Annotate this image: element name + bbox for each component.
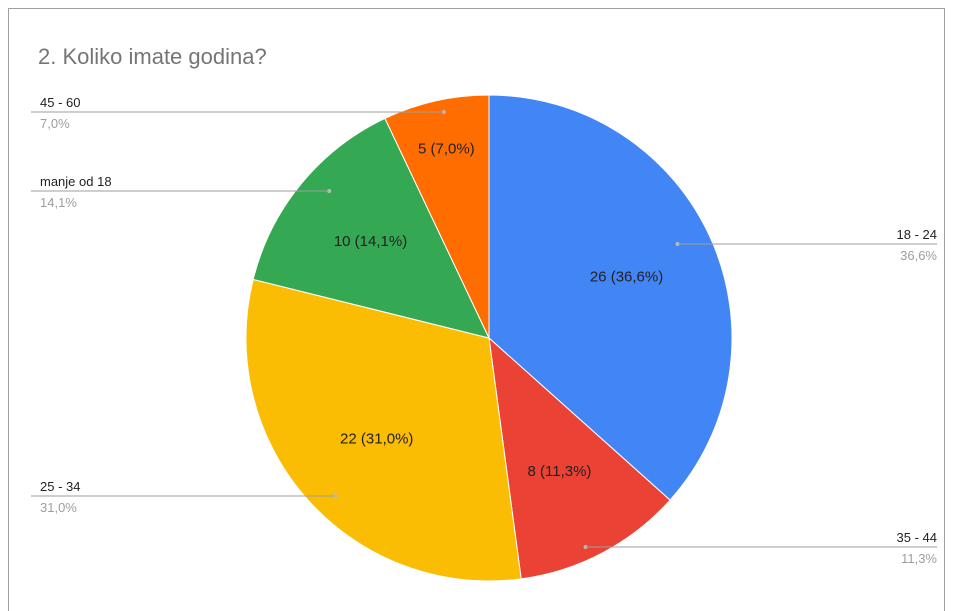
callout-name-35-44: 35 - 44 bbox=[897, 530, 937, 545]
slice-value-label-18-24: 26 (36,6%) bbox=[590, 269, 663, 286]
callout-name-25-34: 25 - 34 bbox=[40, 479, 80, 494]
callout-percent-35-44: 11,3% bbox=[901, 551, 937, 566]
callout-percent-25-34: 31,0% bbox=[40, 500, 77, 515]
callout-name-18-24: 18 - 24 bbox=[897, 227, 937, 242]
pie-slice-25-34[interactable] bbox=[245, 278, 522, 582]
pie-slice-18-24[interactable] bbox=[488, 94, 733, 501]
callout-percent-45-60: 7,0% bbox=[40, 116, 70, 131]
callout-name-45-60: 45 - 60 bbox=[40, 95, 80, 110]
pie-slice-45-60[interactable] bbox=[384, 94, 490, 339]
chart-title: 2. Koliko imate godina? bbox=[38, 44, 267, 69]
callout-percent-18-24: 36,6% bbox=[900, 248, 937, 263]
pie-slice-manje-od-18[interactable] bbox=[252, 117, 490, 339]
slice-value-label-25-34: 22 (31,0%) bbox=[340, 430, 413, 447]
slice-value-label-manje-od-18: 10 (14,1%) bbox=[334, 233, 407, 250]
callout-percent-manje-od-18: 14,1% bbox=[40, 195, 77, 210]
slice-value-label-35-44: 8 (11,3%) bbox=[528, 463, 592, 480]
callout-name-manje-od-18: manje od 18 bbox=[40, 174, 112, 189]
slice-value-label-45-60: 5 (7,0%) bbox=[418, 140, 475, 157]
pie-slice-35-44[interactable] bbox=[488, 336, 671, 580]
